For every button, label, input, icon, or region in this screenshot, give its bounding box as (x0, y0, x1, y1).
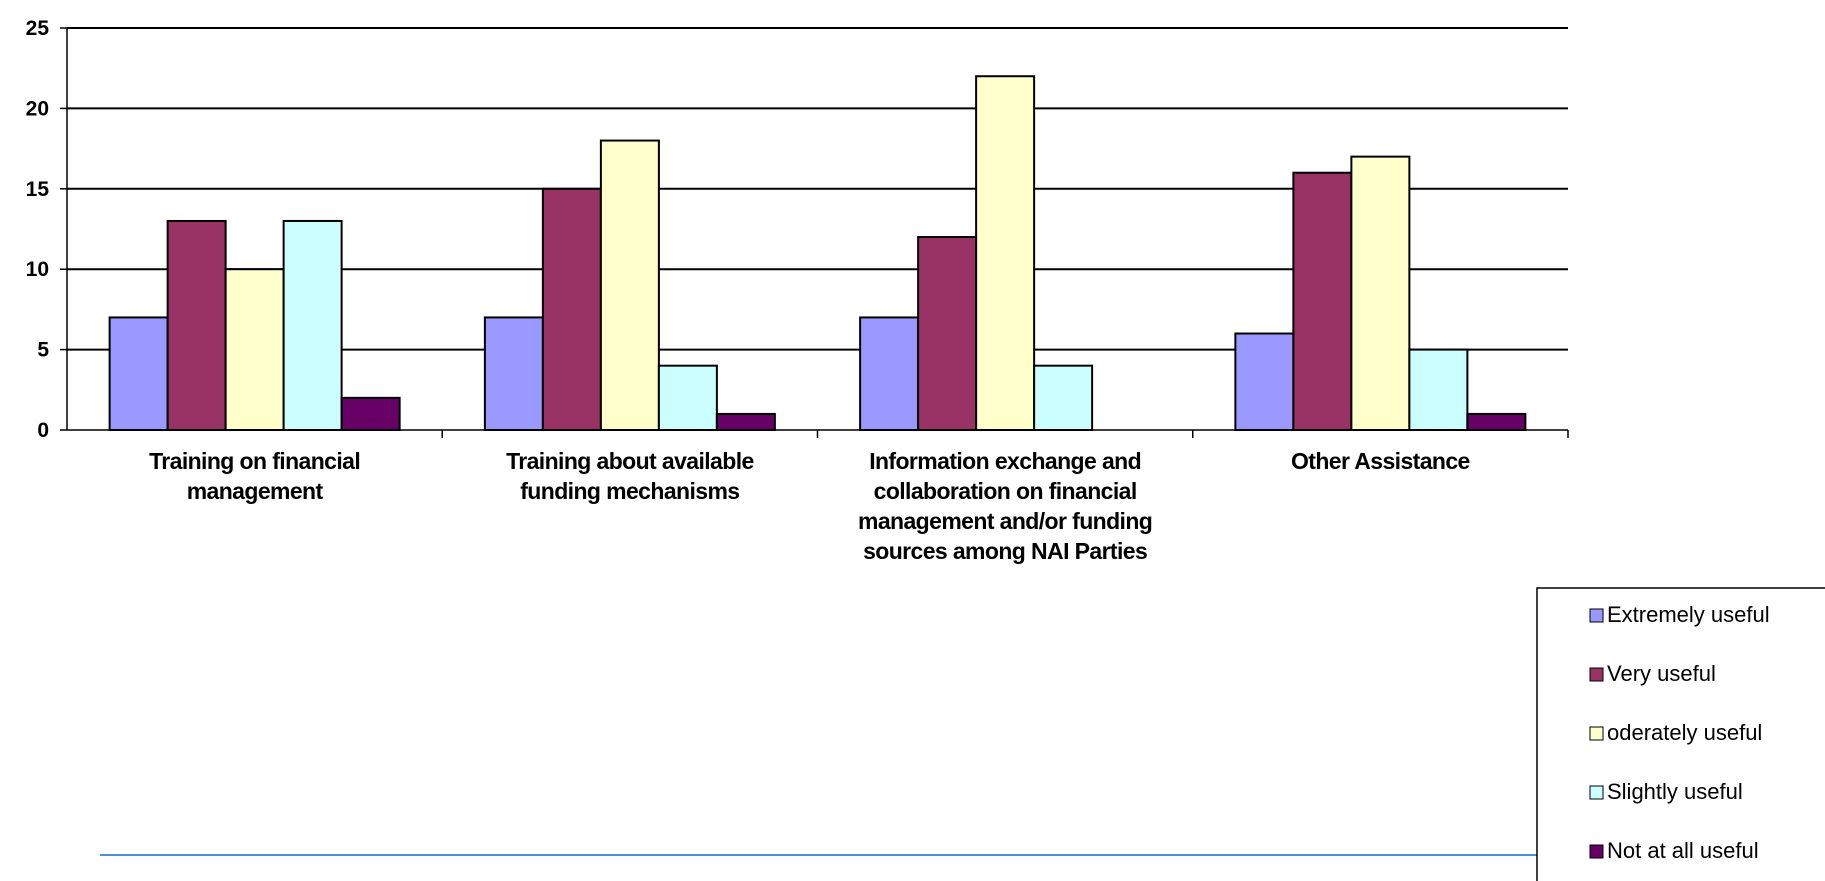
axes (60, 27, 1569, 438)
bar (975, 75, 1036, 432)
legend-label: Extremely useful (1607, 602, 1770, 627)
x-category-label: management (187, 478, 324, 504)
x-category-label: sources among NAI Parties (863, 538, 1147, 564)
bar (917, 236, 978, 431)
bar (340, 396, 401, 431)
y-tick-label: 0 (37, 419, 49, 442)
bar (859, 316, 920, 431)
legend-label: oderately useful (1607, 720, 1762, 745)
legend-swatch (1589, 844, 1604, 859)
bars (108, 75, 1527, 432)
legend-swatch (1589, 726, 1604, 741)
x-category-label: collaboration on financial (874, 478, 1137, 504)
x-category-label: management and/or funding (858, 508, 1152, 534)
x-category-labels: Training on financial management Training … (149, 448, 1470, 564)
bar (166, 219, 227, 431)
bar (1292, 171, 1353, 431)
y-tick-labels: 0 5 10 15 20 25 (26, 17, 50, 442)
x-category-label: Other Assistance (1291, 448, 1470, 474)
x-category-label: Training on financial (149, 448, 360, 474)
bar (282, 219, 343, 431)
bar (224, 268, 285, 432)
bar (1408, 348, 1469, 432)
bar (541, 187, 602, 431)
bar (1466, 412, 1527, 432)
x-category-label: Training about available (506, 448, 754, 474)
bar (108, 316, 169, 431)
bar (599, 139, 660, 431)
bar (483, 316, 544, 431)
y-tick-label: 25 (26, 17, 50, 40)
x-category-label: Information exchange and (869, 448, 1141, 474)
legend-label: Slightly useful (1607, 779, 1743, 804)
bar (657, 364, 718, 431)
legend-swatch (1589, 667, 1604, 682)
y-tick-label: 15 (26, 178, 50, 201)
legend-swatch (1589, 785, 1604, 800)
legend-swatch (1589, 608, 1604, 623)
bar (1234, 332, 1295, 431)
bar (1033, 364, 1094, 431)
bar (1350, 155, 1411, 431)
y-tick-label: 20 (26, 97, 49, 120)
bar (715, 412, 776, 432)
y-tick-label: 10 (26, 258, 49, 281)
legend-box (1536, 587, 1825, 881)
legend-label: Very useful (1607, 661, 1716, 686)
y-tick-label: 5 (37, 339, 49, 362)
legend-label: Not at all useful (1607, 838, 1759, 863)
x-category-label: funding mechanisms (520, 478, 739, 504)
legend: Extremely useful Very useful oderately use… (1536, 587, 1825, 881)
